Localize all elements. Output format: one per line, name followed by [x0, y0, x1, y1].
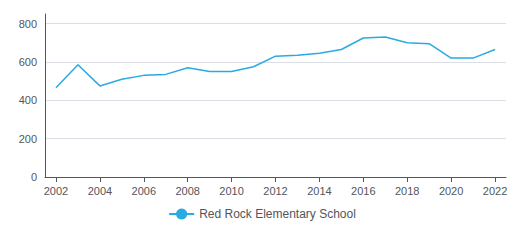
svg-text:2022: 2022 [483, 185, 507, 197]
svg-text:2016: 2016 [351, 185, 375, 197]
svg-text:400: 400 [19, 94, 37, 106]
svg-text:2008: 2008 [175, 185, 199, 197]
svg-text:600: 600 [19, 56, 37, 68]
svg-text:2004: 2004 [88, 185, 112, 197]
svg-text:800: 800 [19, 18, 37, 30]
svg-text:2002: 2002 [44, 185, 68, 197]
svg-text:2006: 2006 [132, 185, 156, 197]
svg-text:0: 0 [31, 171, 37, 183]
svg-text:2018: 2018 [395, 185, 419, 197]
svg-text:Red Rock Elementary School: Red Rock Elementary School [199, 207, 356, 221]
svg-text:200: 200 [19, 133, 37, 145]
svg-text:2010: 2010 [219, 185, 243, 197]
svg-text:2014: 2014 [307, 185, 331, 197]
svg-text:2012: 2012 [263, 185, 287, 197]
svg-text:2020: 2020 [439, 185, 463, 197]
